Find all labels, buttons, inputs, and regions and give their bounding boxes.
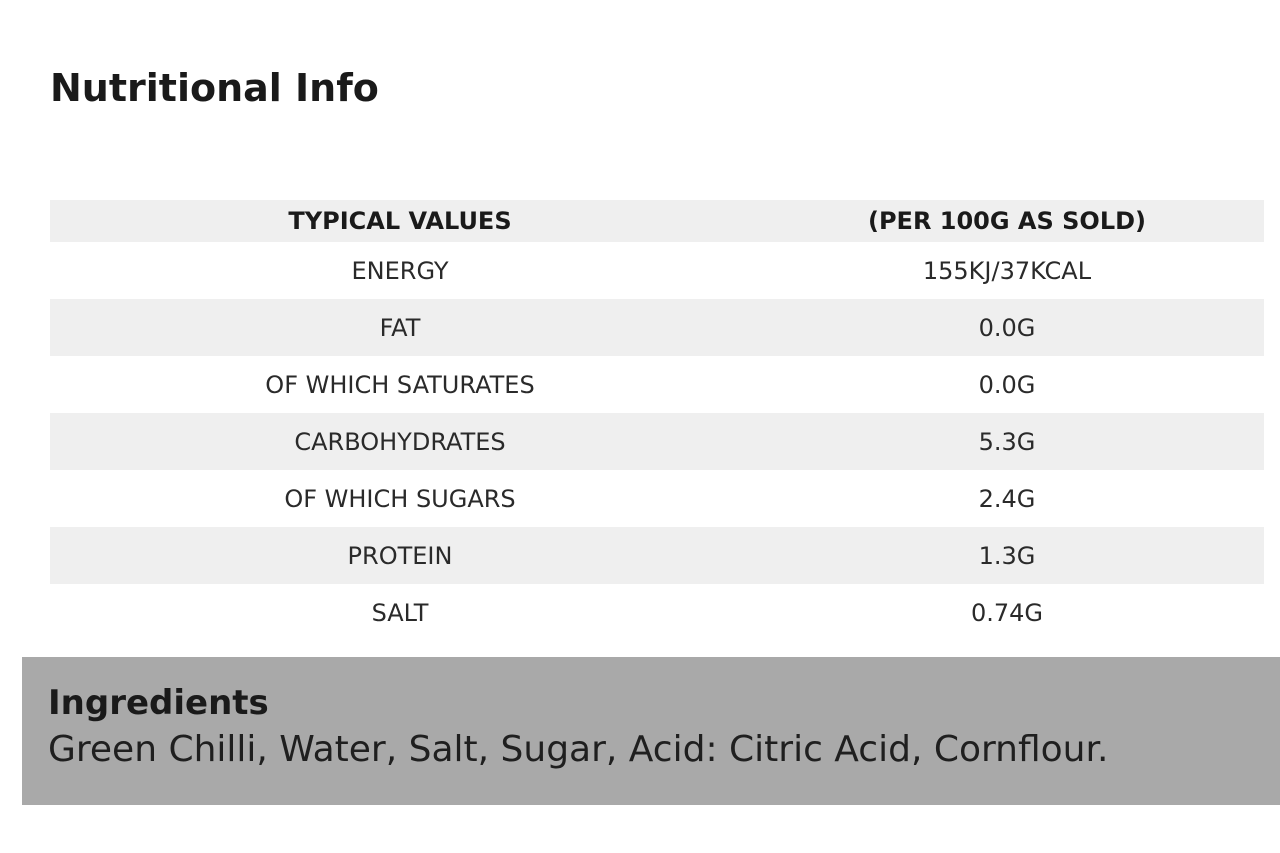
nutrient-label: PROTEIN [347,541,453,570]
table-row: FAT 0.0G [50,299,1264,356]
nutrient-value: 1.3G [978,541,1036,570]
nutrient-label: FAT [379,313,421,342]
nutrient-label: SALT [371,598,429,627]
table-row: ENERGY 155KJ/37KCAL [50,242,1264,299]
nutrient-value: 0.0G [978,313,1036,342]
table-header-row: TYPICAL VALUES (PER 100G AS SOLD) [50,200,1264,242]
nutrition-table: TYPICAL VALUES (PER 100G AS SOLD) ENERGY… [50,200,1264,641]
page-title: Nutritional Info [50,66,379,110]
nutrient-value: 2.4G [978,484,1036,513]
ingredients-panel: Ingredients Green Chilli, Water, Salt, S… [22,657,1280,805]
nutrient-label: CARBOHYDRATES [294,427,506,456]
nutrient-value: 0.74G [970,598,1044,627]
table-row: SALT 0.74G [50,584,1264,641]
nutrient-value: 155KJ/37KCAL [922,256,1092,285]
table-row: OF WHICH SATURATES 0.0G [50,356,1264,413]
nutrient-value: 0.0G [978,370,1036,399]
ingredients-text: Green Chilli, Water, Salt, Sugar, Acid: … [48,729,1109,770]
nutrient-value: 5.3G [978,427,1036,456]
header-per-100g: (PER 100G AS SOLD) [867,207,1147,235]
ingredients-heading: Ingredients [48,683,269,723]
table-row: PROTEIN 1.3G [50,527,1264,584]
nutrient-label: OF WHICH SATURATES [265,370,535,399]
nutrient-label: OF WHICH SUGARS [284,484,516,513]
table-row: CARBOHYDRATES 5.3G [50,413,1264,470]
table-row: OF WHICH SUGARS 2.4G [50,470,1264,527]
header-typical-values: TYPICAL VALUES [288,207,512,235]
nutrient-label: ENERGY [351,256,449,285]
